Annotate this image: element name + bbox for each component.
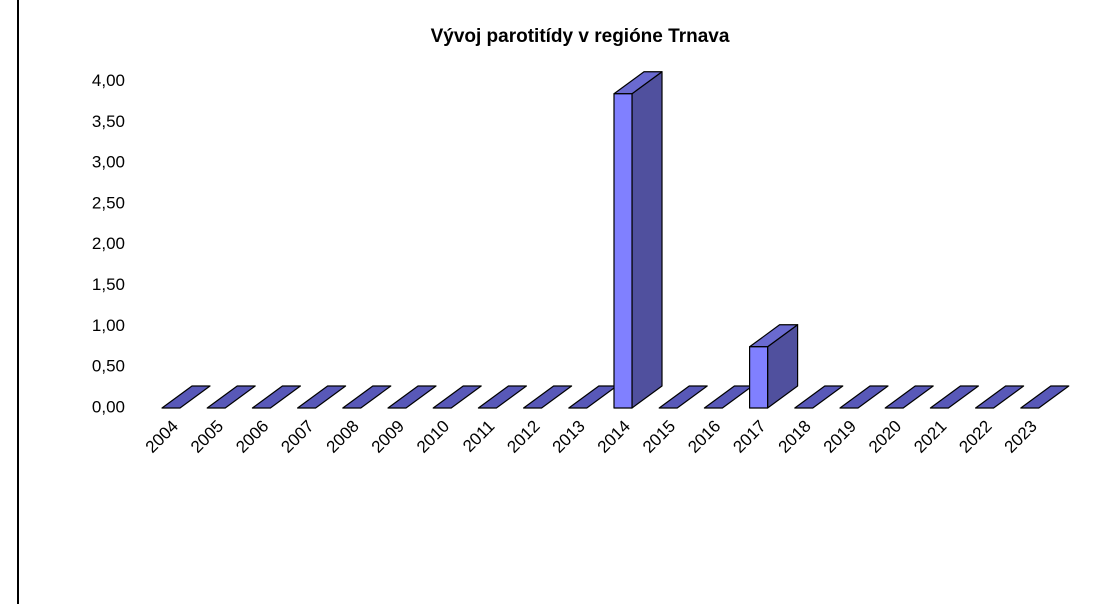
- y-tick-label: 1,00: [92, 316, 125, 335]
- x-tick-label: 2016: [684, 417, 724, 457]
- x-tick-label: 2015: [639, 417, 679, 457]
- bar: [613, 93, 633, 409]
- x-tick-label: 2022: [955, 417, 995, 457]
- y-tick-label: 3,50: [92, 112, 125, 131]
- bar-top: [884, 385, 934, 409]
- x-tick-label: 2021: [910, 417, 950, 457]
- bar-top: [839, 385, 889, 409]
- bar-top: [568, 385, 618, 409]
- y-tick-label: 1,50: [92, 275, 125, 294]
- bar-top: [658, 385, 708, 409]
- bar-top: [1020, 385, 1070, 409]
- bar-top: [703, 385, 754, 409]
- y-tick-label: 4,00: [92, 71, 125, 90]
- x-tick-label: 2006: [232, 417, 272, 457]
- bar-top: [929, 385, 980, 409]
- x-tick-label: 2020: [865, 417, 905, 457]
- chart-title: Vývoj parotitídy v regióne Trnava: [431, 26, 730, 47]
- y-tick-label: 2,00: [92, 234, 125, 253]
- bar-top: [974, 385, 1025, 409]
- bar-top: [387, 385, 437, 409]
- bar-top: [206, 385, 256, 409]
- bar-top: [161, 385, 211, 409]
- x-tick-label: 2007: [277, 417, 317, 457]
- x-tick-label: 2009: [368, 417, 408, 457]
- bar-top: [297, 385, 347, 409]
- x-tick-label: 2008: [323, 417, 363, 457]
- x-tick-label: 2019: [820, 417, 860, 457]
- x-tick-label: 2010: [413, 417, 453, 457]
- bar-side: [631, 71, 663, 409]
- x-tick-label: 2017: [729, 417, 769, 457]
- bar: [748, 346, 769, 409]
- y-tick-label: 3,00: [92, 153, 125, 172]
- x-tick-label: 2012: [503, 417, 543, 457]
- bar-top: [251, 385, 301, 409]
- y-tick-label: 0,00: [92, 397, 125, 416]
- bar-top: [342, 385, 392, 409]
- x-tick-label: 2011: [459, 417, 498, 456]
- y-tick-label: 2,50: [92, 193, 125, 212]
- y-tick-label: 0,50: [92, 357, 125, 376]
- x-tick-label: 2018: [775, 417, 815, 457]
- x-tick-label: 2005: [187, 417, 227, 457]
- bar-top: [522, 385, 573, 409]
- x-tick-label: 2004: [142, 417, 182, 457]
- x-tick-label: 2013: [549, 417, 589, 457]
- bar-top: [432, 385, 482, 409]
- x-tick-label: 2023: [1001, 417, 1041, 457]
- bar-top: [477, 385, 528, 409]
- x-tick-label: 2014: [594, 417, 634, 457]
- bar-top: [794, 385, 844, 409]
